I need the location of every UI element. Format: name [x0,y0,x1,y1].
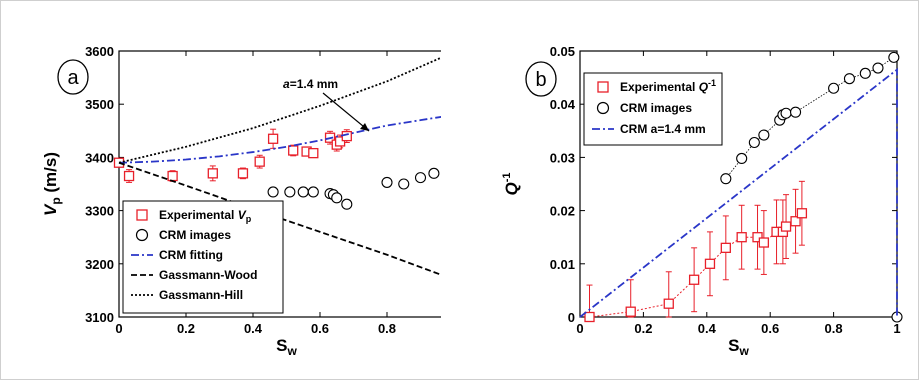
data-point-square [790,216,801,227]
data-point-circle [828,82,840,94]
data-point-circle [748,136,760,149]
data-point-square [736,232,747,243]
data-point-circle [888,51,900,63]
data-point-square [796,208,808,219]
y-tick-label: 0 [568,310,575,325]
series-line-4 [118,56,441,164]
data-point-circle [297,186,309,198]
annotation-label: a=1.4 mm [283,77,338,91]
y-tick-label: 3200 [85,257,114,272]
x-tick-label: 0 [576,321,583,336]
y-tick-label: 0.05 [550,44,575,59]
data-point-circle [736,152,748,165]
data-point-circle [267,186,279,198]
annotation-arrowhead [360,123,369,131]
data-point-circle [331,192,343,204]
x-tick-label: 1 [893,321,900,336]
x-axis-label: Sw [276,336,297,358]
data-point-square [720,242,731,253]
data-point-circle [284,186,296,198]
data-point-square [334,136,346,147]
x-tick-label: 0.6 [761,321,779,336]
legend-entry: CRM fitting [159,248,223,262]
x-tick-label: 0.4 [698,321,717,336]
y-tick-label: 3300 [85,204,114,219]
panel-label-circle [525,61,557,97]
data-point-circle [859,67,871,79]
y-axis-label: Q-1 [501,172,521,195]
panel-label-circle [57,59,89,95]
series-line-2 [579,67,898,318]
annotation-arrow [322,92,370,132]
data-point-square [625,306,636,317]
data-point-circle [307,186,319,198]
panel-label: b [535,69,546,91]
legend-entry: Experimental Vp [159,208,252,224]
data-point-square [167,170,178,182]
legend-entry: Gassmann-Hill [159,288,243,302]
data-point-circle [428,167,440,179]
data-point-circle [381,176,393,188]
series-line-3 [118,161,441,276]
data-point-square [288,145,299,156]
legend-swatch [597,81,609,93]
data-point-square [308,147,319,159]
data-point-circle [341,198,353,210]
data-point-circle [790,106,802,118]
data-point-circle [720,173,732,185]
data-point-square [207,168,218,179]
chart-panel-b: 0 0.2 0.4 0.6 0.8 1 0 0.01 0.02 0.03 0.04 0.05 Sw Q-1… [501,44,903,358]
data-point-square [780,221,792,232]
data-point-circle [843,73,856,85]
data-point-circle [414,172,427,184]
x-axis-label: Sw [728,336,749,358]
data-point-square [123,170,135,182]
data-point-circle [780,107,792,119]
legend-entry: CRM images [620,101,692,115]
data-point-square [758,237,770,248]
data-point-square [254,156,265,167]
data-point-square [688,274,700,285]
legend-entry: CRM images [159,228,231,242]
y-axis-label: Vp (m/s) [41,152,63,216]
data-point-square [584,311,595,323]
x-tick-label: 0 [115,321,122,336]
y-tick-label: 3500 [85,97,114,112]
series-line-2 [118,115,441,164]
legend-entry: Gassmann-Wood [159,268,257,282]
data-point-circle [872,62,884,74]
y-tick-label: 3100 [85,310,114,325]
legend-entry: Experimental Q-1 [620,78,716,94]
legend-box [122,200,284,314]
y-tick-label: 0.04 [550,97,576,112]
x-tick-label: 0.6 [311,321,329,336]
y-tick-label: 3400 [85,150,114,165]
legend-swatch [135,228,149,242]
data-point-square [704,258,716,269]
data-point-square [752,232,763,243]
x-tick-label: 0.8 [825,321,843,336]
data-point-square [267,133,279,144]
y-tick-label: 0.01 [550,257,575,272]
x-tick-label: 0.8 [378,321,396,336]
data-point-square [663,298,674,309]
y-tick-label: 0.03 [550,150,575,165]
x-tick-label: 0.2 [177,321,195,336]
data-point-circle [758,129,770,141]
legend-swatch [596,101,610,115]
data-point-square [341,130,352,142]
panel-label: a [67,67,79,89]
x-tick-label: 0.2 [634,321,652,336]
data-point-square [237,168,249,179]
y-tick-label: 3600 [85,44,114,59]
data-point-circle [398,178,410,190]
legend-swatch [136,209,148,221]
legend-entry: CRM a=1.4 mm [620,122,706,136]
x-tick-label: 0.4 [244,321,263,336]
chart-panel-a: 00.20.40.60.81310032003300340035003600Sw… [41,44,441,358]
y-tick-label: 0.02 [550,204,575,219]
